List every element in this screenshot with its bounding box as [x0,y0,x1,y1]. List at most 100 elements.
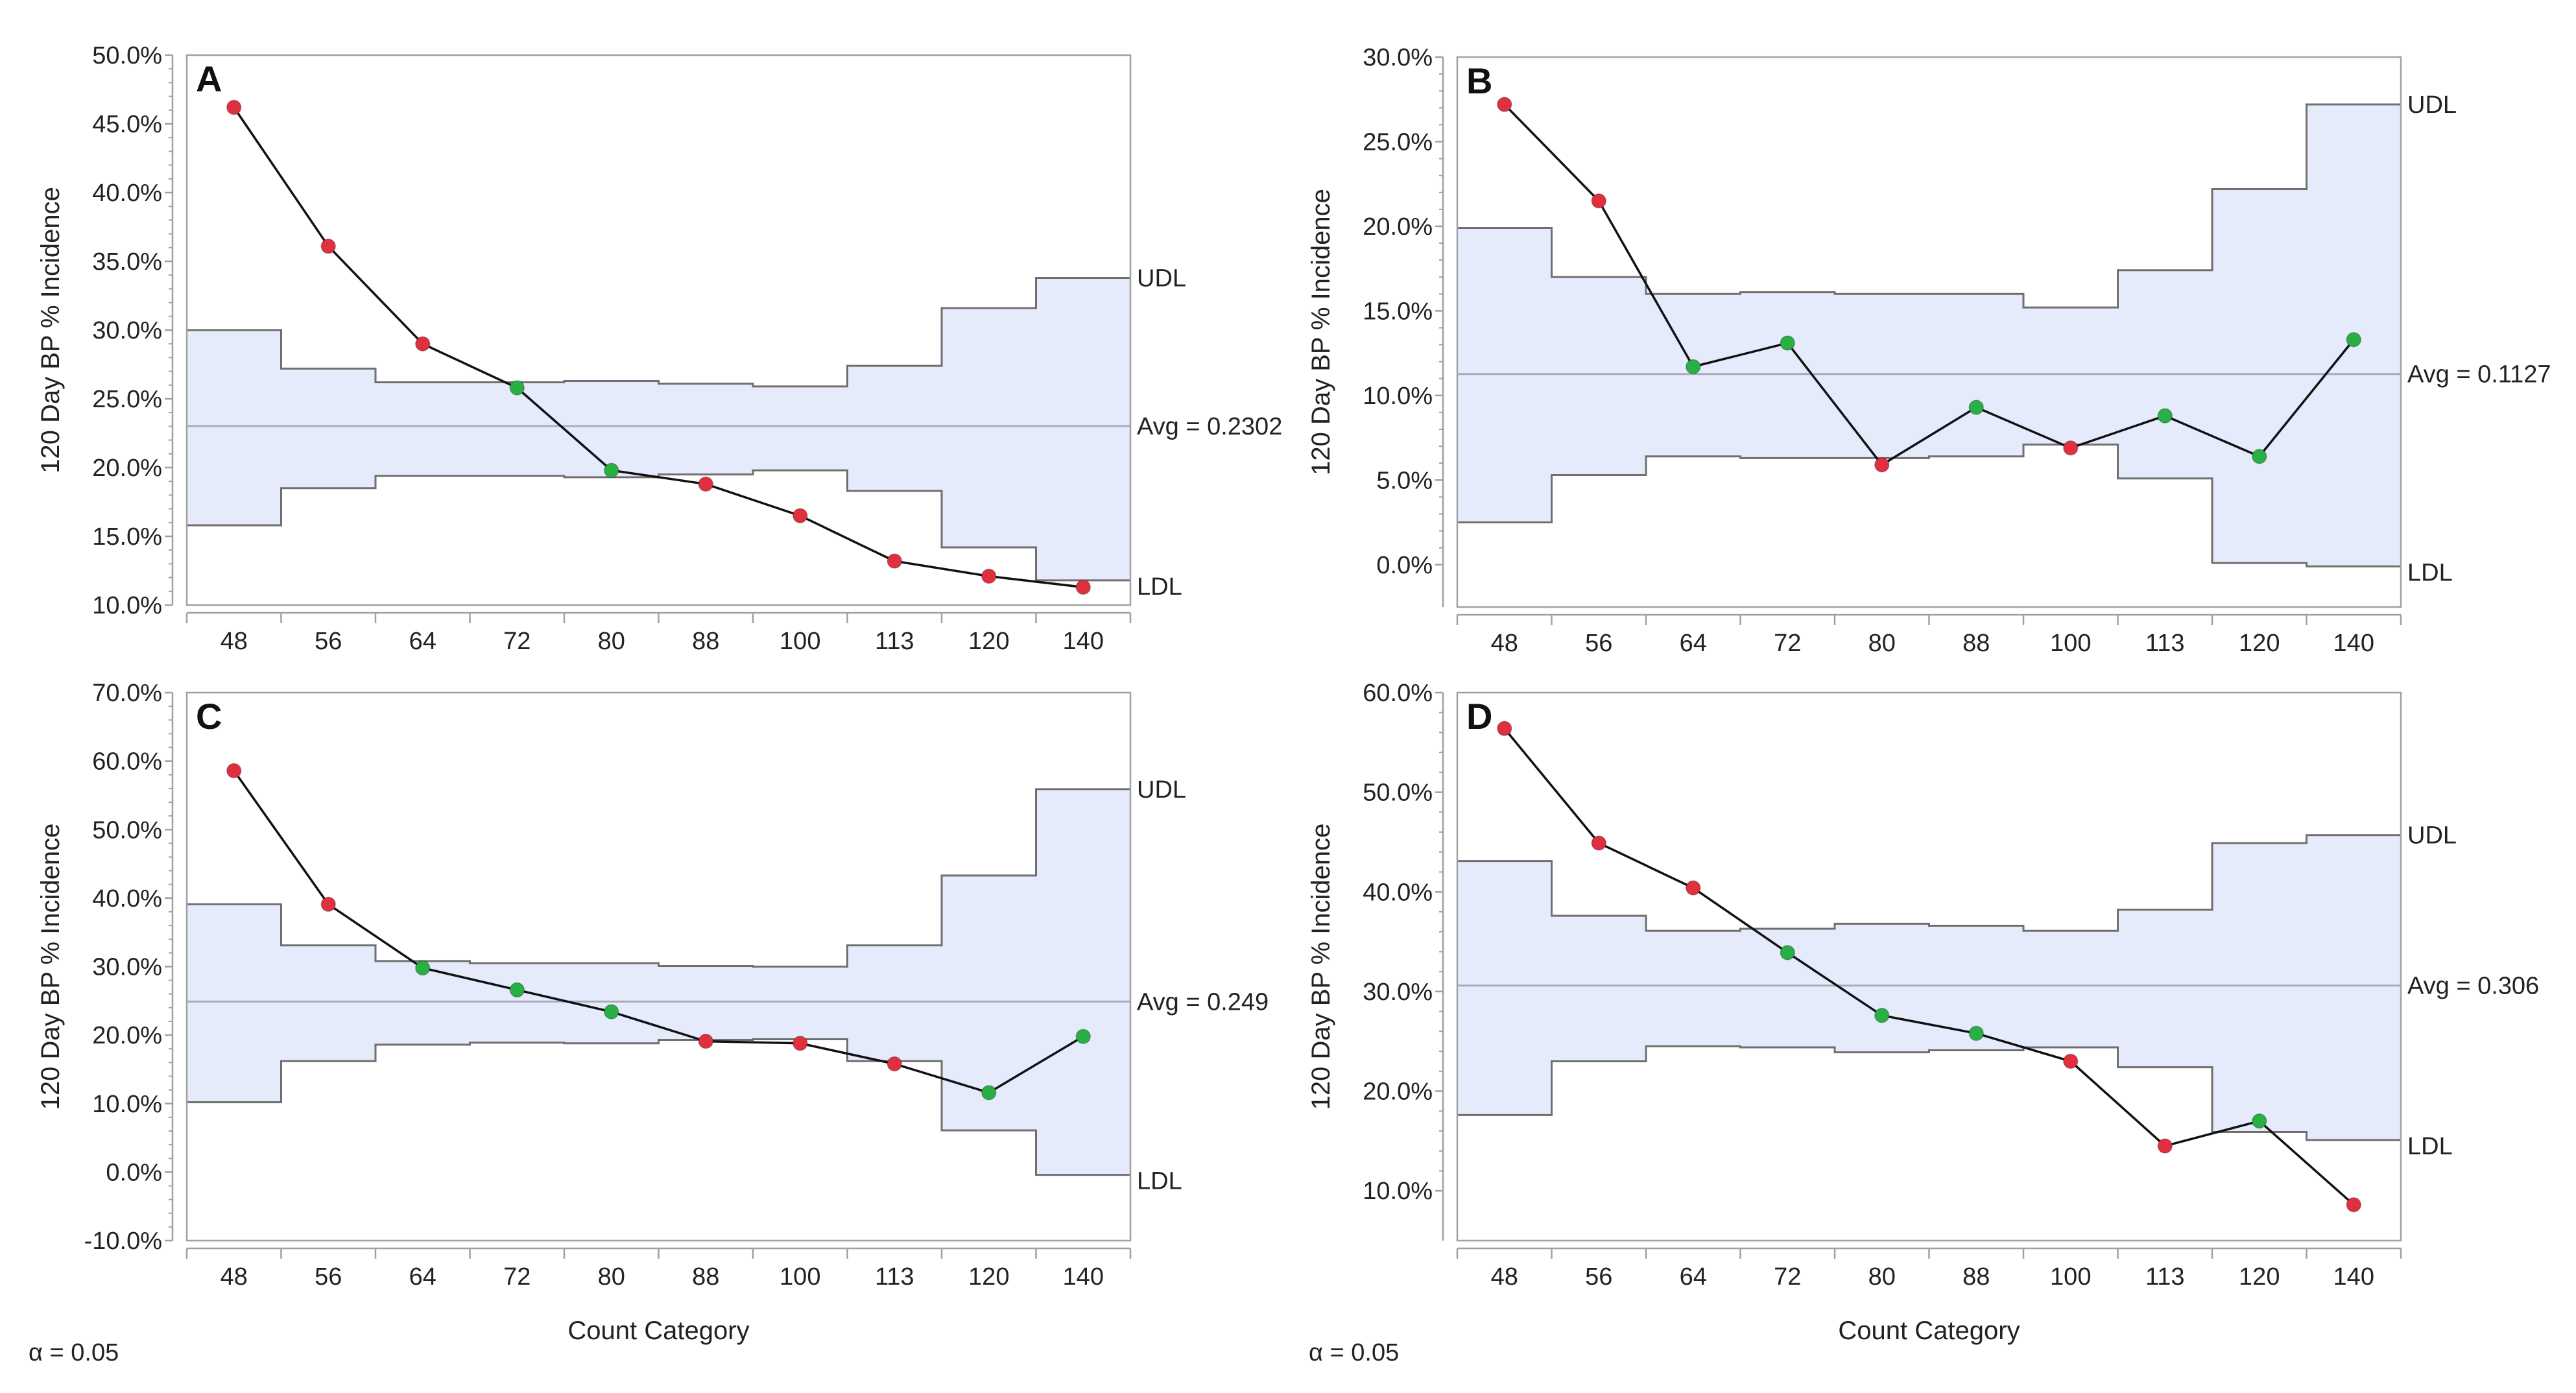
x-tick-label: 72 [1774,1263,1801,1291]
y-tick-label: 15.0% [92,523,162,551]
data-point [604,462,619,478]
avg-label: Avg = 0.249 [1137,988,1269,1016]
x-tick-label: 88 [692,1263,719,1291]
x-tick-label: 140 [1063,1263,1104,1291]
x-tick-label: 88 [692,628,719,655]
udl-line [1457,834,2401,932]
y-tick-label: -10.0% [84,1228,162,1255]
y-tick-label: 20.0% [92,1022,162,1049]
y-axis-title: 120 Day BP % Incidence [1307,189,1335,475]
y-tick-label: 20.0% [92,455,162,482]
y-tick-label: 20.0% [1363,213,1433,241]
chart-panel-b: 0.0% 5.0% 10.0% 15.0% 20.0% 25.0% 30.0% 120 Day… [1307,44,2551,657]
plot-frame [1456,691,2402,1242]
x-tick-label: 80 [1868,630,1896,657]
y-tick-label: 30.0% [92,954,162,981]
x-tick-label: 56 [1585,630,1612,657]
x-tick-label: 48 [221,628,248,655]
x-tick-label: 100 [780,1263,820,1291]
ldl-label: LDL [1137,1168,1182,1195]
data-point [887,553,902,569]
data-point [509,982,525,998]
y-tick-label: 10.0% [1363,1178,1433,1205]
y-tick-label: 40.0% [1363,879,1433,906]
decision-band [1457,835,2401,1140]
incidence-line [1503,103,2355,467]
y-tick-label: 40.0% [92,180,162,207]
y-tick-label: 0.0% [106,1159,162,1186]
y-tick-label: 45.0% [92,111,162,138]
y-axis-title: 120 Day BP % Incidence [36,824,65,1110]
y-tick-label: 35.0% [92,248,162,276]
data-point [793,508,808,523]
x-tick-label: 140 [1063,628,1104,655]
data-point [887,1056,902,1072]
x-tick-label: 100 [2050,630,2091,657]
y-tick-label: 60.0% [1363,680,1433,707]
data-point [2346,1197,2361,1213]
y-tick-label: 10.0% [1363,383,1433,410]
x-tick-label: 64 [1680,630,1707,657]
panel-letter: C [196,696,222,737]
data-point [2252,1113,2267,1129]
data-point [1497,97,1512,112]
data-point [1780,945,1795,960]
y-tick-label: 25.0% [1363,128,1433,156]
panel-letter: D [1466,696,1492,737]
alpha-label-left: α = 0.05 [29,1339,119,1366]
x-tick-label: 64 [409,1263,436,1291]
y-tick-label: 40.0% [92,885,162,912]
data-point [1591,193,1606,209]
data-point [1591,835,1606,851]
panel-letter: B [1466,60,1492,101]
ldl-label: LDL [2407,1133,2453,1160]
ldl-line [187,469,1130,582]
incidence-line [1503,728,2355,1206]
decision-band [1457,104,2401,567]
data-point [981,568,997,584]
avg-label: Avg = 0.306 [2407,973,2539,1000]
avg-label: Avg = 0.2302 [1137,413,1282,440]
data-point [2063,440,2079,456]
x-tick-label: 56 [315,628,342,655]
chart-panel-c: -10.0% 0.0% 10.0% 20.0% 30.0% 40.0% 50.0% 60.0%… [36,680,1269,1345]
data-point [415,960,431,976]
y-tick-label: 50.0% [1363,780,1433,807]
y-tick-label: 50.0% [92,42,162,69]
y-tick-label: 20.0% [1363,1078,1433,1106]
y-tick-label: 15.0% [1363,298,1433,325]
incidence-line [233,106,1084,589]
x-tick-label: 72 [503,1263,531,1291]
x-tick-label: 88 [1962,1263,1990,1291]
data-point [1780,335,1795,351]
decision-band [187,278,1130,580]
udl-line [187,788,1130,968]
y-tick-label: 10.0% [92,1091,162,1118]
x-tick-label: 113 [875,628,914,655]
ldl-line [1457,444,2401,567]
chart-panel-d: 10.0% 20.0% 30.0% 40.0% 50.0% 60.0% 120 Day BP… [1307,680,2539,1345]
udl-label: UDL [1137,776,1186,804]
udl-line [187,276,1130,388]
x-tick-label: 140 [2333,630,2374,657]
y-tick-label: 50.0% [92,816,162,844]
plot-frame [185,691,1132,1242]
x-tick-label: 113 [875,1263,914,1291]
x-tick-label: 56 [1585,1263,1612,1291]
y-tick-label: 30.0% [1363,979,1433,1006]
data-point [226,99,242,115]
data-point [1686,880,1701,896]
data-point [793,1036,808,1051]
x-tick-label: 48 [1491,630,1518,657]
avg-label: Avg = 0.1127 [2407,361,2551,388]
data-point [1075,1029,1091,1044]
y-axis-title: 120 Day BP % Incidence [36,187,65,473]
x-tick-label: 120 [2239,1263,2280,1291]
ldl-label: LDL [2407,559,2453,586]
y-tick-label: 25.0% [92,386,162,413]
data-point [2157,1138,2173,1154]
data-point [1874,1008,1890,1023]
data-point [2346,331,2361,348]
data-point [1874,457,1890,473]
